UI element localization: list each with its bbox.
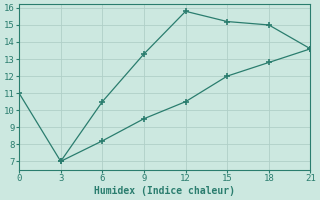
X-axis label: Humidex (Indice chaleur): Humidex (Indice chaleur) [94,186,235,196]
